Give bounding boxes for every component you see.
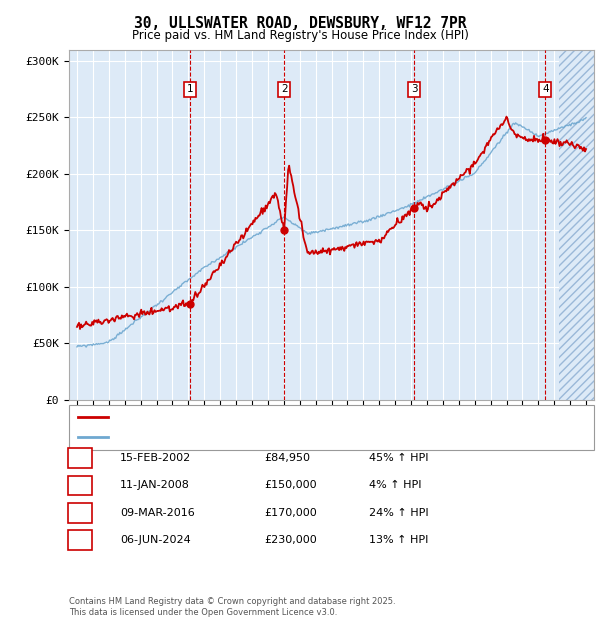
Text: £170,000: £170,000 <box>264 508 317 518</box>
Text: £230,000: £230,000 <box>264 535 317 545</box>
Text: £150,000: £150,000 <box>264 480 317 490</box>
Text: 30, ULLSWATER ROAD, DEWSBURY, WF12 7PR (semi-detached house): 30, ULLSWATER ROAD, DEWSBURY, WF12 7PR (… <box>115 412 464 422</box>
Text: 3: 3 <box>411 84 418 94</box>
Text: 30, ULLSWATER ROAD, DEWSBURY, WF12 7PR: 30, ULLSWATER ROAD, DEWSBURY, WF12 7PR <box>134 16 466 30</box>
Text: 1: 1 <box>187 84 194 94</box>
Text: 45% ↑ HPI: 45% ↑ HPI <box>369 453 428 463</box>
Text: 09-MAR-2016: 09-MAR-2016 <box>120 508 195 518</box>
Text: 13% ↑ HPI: 13% ↑ HPI <box>369 535 428 545</box>
Text: Price paid vs. HM Land Registry's House Price Index (HPI): Price paid vs. HM Land Registry's House … <box>131 29 469 42</box>
Text: 3: 3 <box>77 508 84 518</box>
Text: 11-JAN-2008: 11-JAN-2008 <box>120 480 190 490</box>
Text: 2: 2 <box>281 84 287 94</box>
Text: 4% ↑ HPI: 4% ↑ HPI <box>369 480 421 490</box>
Text: Contains HM Land Registry data © Crown copyright and database right 2025.
This d: Contains HM Land Registry data © Crown c… <box>69 598 395 617</box>
Text: £84,950: £84,950 <box>264 453 310 463</box>
Text: 4: 4 <box>542 84 548 94</box>
Text: 1: 1 <box>77 453 84 463</box>
Text: 15-FEB-2002: 15-FEB-2002 <box>120 453 191 463</box>
Text: 24% ↑ HPI: 24% ↑ HPI <box>369 508 428 518</box>
Bar <box>559 50 594 400</box>
Text: HPI: Average price, semi-detached house, Kirklees: HPI: Average price, semi-detached house,… <box>115 432 367 442</box>
Text: 06-JUN-2024: 06-JUN-2024 <box>120 535 191 545</box>
Text: 2: 2 <box>77 480 84 490</box>
Text: 4: 4 <box>76 535 85 545</box>
